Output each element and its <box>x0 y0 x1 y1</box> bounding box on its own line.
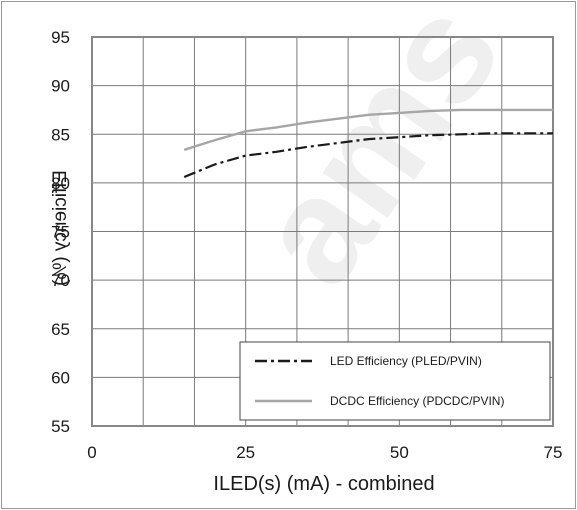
series-line-dcdc-efficiency <box>183 108 553 151</box>
legend-label-dcdc: DCDC Efficiency (PDCDC/PVIN) <box>330 394 504 408</box>
y-tick-label: 60 <box>51 368 70 387</box>
x-tick-label: 50 <box>390 443 409 462</box>
y-tick-label: 70 <box>51 271 70 290</box>
x-tick-label: 25 <box>236 443 255 462</box>
y-tick-label: 55 <box>51 417 70 436</box>
x-tick-label: 75 <box>544 443 563 462</box>
x-tick-label: 0 <box>87 443 96 462</box>
series-layer <box>183 108 553 179</box>
y-axis-label-group: Efficiency (%) <box>50 170 71 286</box>
y-axis-label: Efficiency (%) <box>50 170 71 286</box>
legend-label-led: LED Efficiency (PLED/PVIN) <box>330 354 482 368</box>
y-tick-label: 80 <box>51 174 70 193</box>
y-tick-label: 90 <box>51 77 70 96</box>
legend: LED Efficiency (PLED/PVIN) DCDC Efficien… <box>239 341 551 421</box>
legend-box <box>239 341 551 421</box>
y-tick-label: 95 <box>51 28 70 47</box>
y-tick-label: 85 <box>51 125 70 144</box>
x-axis-ticks: 0 25 50 75 <box>87 443 562 462</box>
y-axis-ticks: 95 90 85 80 75 70 65 60 55 <box>51 28 70 436</box>
plot-frame <box>91 36 554 427</box>
series-line-led-efficiency <box>183 132 553 179</box>
y-tick-label: 75 <box>51 223 70 242</box>
y-tick-label: 65 <box>51 320 70 339</box>
x-axis-label: ILED(s) (mA) - combined <box>213 473 434 495</box>
